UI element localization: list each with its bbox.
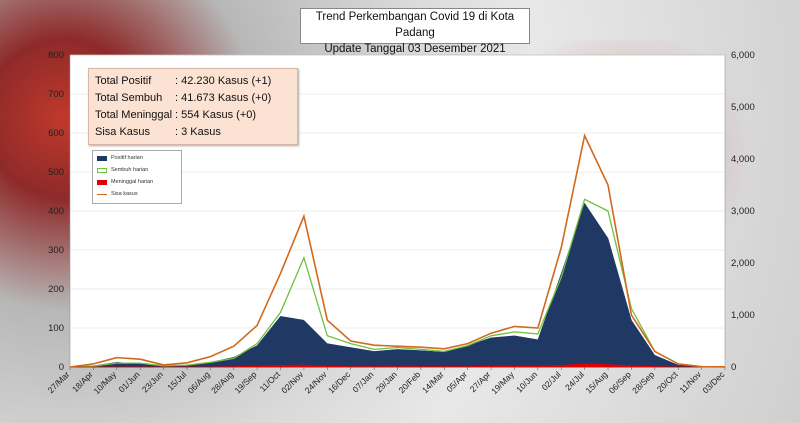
summary-row-sembuh: Total Sembuh : 41.673 Kasus (+0): [95, 90, 291, 107]
summary-value: : 554 Kasus (+0): [175, 109, 257, 121]
x-tick-label: 28/Sep: [630, 369, 656, 395]
legend-item-sisa: Sisa kasus: [97, 189, 138, 199]
y2-tick-label: 1,000: [731, 310, 755, 321]
x-tick-label: 24/Nov: [303, 369, 330, 396]
chart-title-box: Trend Perkembangan Covid 19 di Kota Pada…: [300, 8, 530, 55]
legend-label: Sembuh harian: [111, 167, 149, 173]
summary-label: Total Meninggal: [95, 109, 173, 121]
x-tick-label: 15/Aug: [583, 369, 609, 395]
series-meninggal-harian: [70, 363, 725, 368]
legend-label: Sisa kasus: [111, 191, 138, 197]
y-tick-label: 800: [48, 50, 64, 61]
chart-title: Trend Perkembangan Covid 19 di Kota Pada…: [315, 11, 515, 39]
x-tick-label: 01/Jun: [116, 369, 141, 394]
legend-item-meninggal: Meninggal harian: [97, 177, 153, 187]
summary-value: : 41.673 Kasus (+0): [175, 92, 272, 104]
x-tick-label: 02/Jul: [540, 369, 563, 392]
x-tick-label: 19/Sep: [232, 369, 258, 395]
legend-item-sembuh: Sembuh harian: [97, 165, 148, 175]
x-tick-label: 07/Jan: [350, 369, 375, 394]
y2-tick-label: 6,000: [731, 50, 755, 61]
legend-label: Positif harian: [111, 155, 143, 161]
y-tick-label: 700: [48, 89, 64, 100]
y2-tick-label: 3,000: [731, 206, 755, 217]
y-tick-label: 400: [48, 206, 64, 217]
x-tick-label: 19/May: [489, 369, 516, 396]
summary-row-positif: Total Positif : 42.230 Kasus (+1): [95, 73, 291, 90]
y2-tick-label: 2,000: [731, 258, 755, 269]
y-tick-label: 100: [48, 323, 64, 334]
y-tick-label: 500: [48, 167, 64, 178]
y2-tick-label: 0: [731, 362, 736, 373]
x-tick-label: 02/Nov: [279, 369, 306, 396]
summary-value: : 42.230 Kasus (+1): [175, 75, 272, 87]
summary-label: Total Sembuh: [95, 92, 163, 104]
x-tick-label: 10/Jun: [514, 369, 539, 394]
summary-row-sisa: Sisa Kasus : 3 Kasus: [95, 124, 291, 141]
legend-swatch: [97, 155, 107, 161]
x-tick-label: 06/Sep: [607, 369, 633, 395]
x-tick-label: 29/Jan: [374, 369, 399, 394]
y2-tick-label: 5,000: [731, 102, 755, 113]
x-tick-label: 10/May: [91, 369, 118, 396]
x-tick-label: 23/Jun: [140, 369, 165, 394]
legend-item-positif: Positif harian: [97, 153, 143, 163]
summary-row-meninggal: Total Meninggal : 554 Kasus (+0): [95, 107, 291, 124]
x-tick-label: 20/Oct: [655, 369, 680, 394]
legend-swatch: [97, 179, 107, 185]
x-tick-label: 11/Oct: [258, 369, 283, 394]
x-tick-label: 14/Mar: [420, 369, 446, 395]
x-tick-label: 20/Feb: [397, 369, 423, 395]
y-tick-label: 0: [59, 362, 64, 373]
summary-value: : 3 Kasus: [175, 126, 221, 138]
y-tick-label: 200: [48, 284, 64, 295]
series-sembuh-harian: [69, 198, 726, 368]
summary-label: Sisa Kasus: [95, 126, 151, 138]
x-tick-label: 18/Apr: [70, 369, 95, 394]
x-tick-label: 27/Apr: [468, 369, 493, 394]
x-tick-label: 16/Dec: [326, 369, 353, 396]
chart-subtitle: Update Tanggal 03 Desember 2021: [324, 43, 506, 55]
series-sisa-kasus: [69, 133, 726, 368]
x-tick-label: 27/Mar: [46, 369, 72, 395]
x-tick-label: 05/Apr: [444, 369, 469, 394]
x-tick-label: 11/Nov: [677, 369, 703, 395]
legend-label: Meninggal harian: [111, 179, 154, 185]
y-tick-label: 300: [48, 245, 64, 256]
chart-legend: Positif harian Sembuh harian Meninggal h…: [92, 150, 182, 204]
y-tick-label: 600: [48, 128, 64, 139]
x-tick-label: 03/Dec: [700, 369, 727, 396]
summary-label: Total Positif: [95, 75, 152, 87]
legend-swatch: [97, 167, 107, 173]
x-tick-label: 06/Aug: [186, 369, 212, 395]
x-tick-label: 28/Aug: [209, 369, 235, 395]
summary-box: Total Positif : 42.230 Kasus (+1) Total …: [88, 68, 298, 145]
legend-swatch: [97, 193, 107, 195]
y2-tick-label: 4,000: [731, 154, 755, 165]
